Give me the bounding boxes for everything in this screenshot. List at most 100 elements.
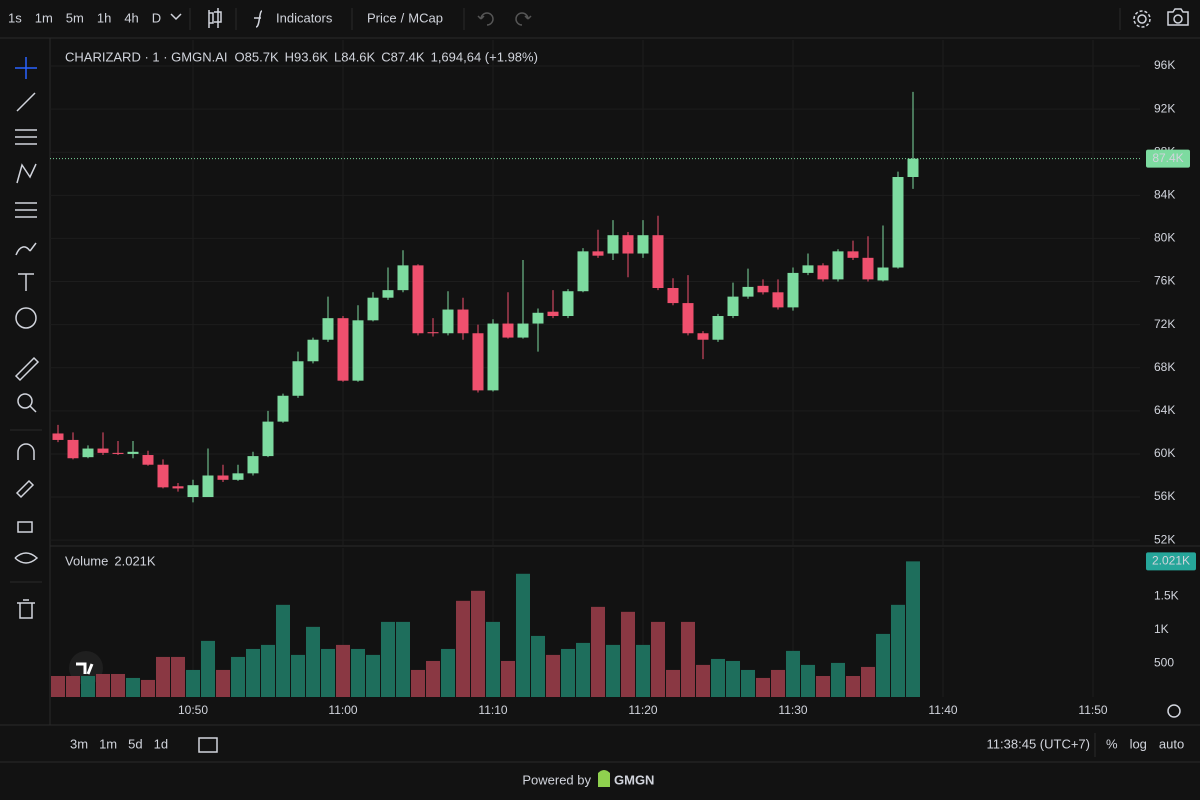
projection-tool[interactable] <box>15 202 37 218</box>
volume-bar <box>576 642 590 697</box>
legend-value: 93.6K <box>294 49 328 64</box>
volume-bar <box>291 654 305 697</box>
pattern-tool[interactable] <box>16 163 37 184</box>
volume-bar <box>381 621 395 697</box>
volume-bar <box>591 606 605 697</box>
delete-tool[interactable] <box>17 599 35 619</box>
candle-body <box>877 267 889 281</box>
interval-button[interactable]: 5m <box>66 10 84 25</box>
scale-option[interactable]: log <box>1130 736 1147 751</box>
axis-settings[interactable] <box>1167 704 1181 718</box>
screenshot-lens <box>1173 14 1183 24</box>
indicators-button[interactable]: Indicators <box>276 10 333 25</box>
candle-body <box>157 464 169 488</box>
legend-key: L <box>334 49 341 64</box>
range-button[interactable]: 1m <box>99 736 117 751</box>
settings[interactable] <box>1137 14 1147 24</box>
volume-bar <box>276 604 290 697</box>
screenshot[interactable] <box>1167 8 1189 26</box>
candle-body <box>412 265 424 334</box>
interval-button[interactable]: 1h <box>97 10 111 25</box>
brand: GMGN <box>614 772 654 787</box>
volume-tick-label: 1K <box>1154 622 1169 636</box>
indicators-icon[interactable] <box>254 10 263 28</box>
volume-bar <box>891 604 905 697</box>
legend-key: C <box>381 49 390 64</box>
range-button[interactable]: 5d <box>128 736 142 751</box>
last-price-label: 87.4K <box>1152 151 1183 165</box>
volume-bar <box>141 679 155 697</box>
legend-value: 85.7K <box>245 49 279 64</box>
y-tick-label: 76K <box>1154 274 1175 288</box>
interval-button[interactable]: D <box>152 10 161 25</box>
interval-button[interactable]: 4h <box>124 10 138 25</box>
volume-bar <box>711 658 725 697</box>
volume-bar <box>696 664 710 697</box>
volume-bar <box>546 654 560 697</box>
interval-button[interactable]: 1m <box>35 10 53 25</box>
text-tool[interactable] <box>18 273 34 291</box>
price-toggle[interactable]: MCap <box>408 10 443 25</box>
x-tick-label: 11:50 <box>1078 703 1107 717</box>
undo[interactable] <box>477 12 494 26</box>
price-toggle[interactable]: / <box>401 10 405 25</box>
candle-body <box>352 320 364 381</box>
measure-tool[interactable] <box>14 356 40 382</box>
candle-body <box>142 455 154 465</box>
crosshair-tool[interactable] <box>15 57 37 79</box>
interval-dropdown[interactable] <box>170 13 182 21</box>
y-tick-label: 92K <box>1154 101 1175 115</box>
y-tick-label: 72K <box>1154 317 1175 331</box>
candle-body <box>637 235 649 254</box>
volume-bar <box>66 675 80 697</box>
y-tick-label: 52K <box>1154 532 1175 546</box>
last-price-box <box>1146 149 1190 168</box>
brush-tool[interactable] <box>15 242 37 256</box>
volume-tick-label: 1.5K <box>1154 588 1179 602</box>
visibility-tool[interactable] <box>14 552 39 564</box>
fib-tool[interactable] <box>15 129 37 145</box>
lock-drawing-tool[interactable] <box>15 479 35 499</box>
range-button[interactable]: 3m <box>70 736 88 751</box>
date-range-icon[interactable] <box>198 737 218 753</box>
candle-body <box>202 475 214 498</box>
interval-button[interactable]: 1s <box>8 10 22 25</box>
volume-bar <box>471 590 485 697</box>
candle-body <box>277 395 289 422</box>
magnet-tool[interactable] <box>17 443 35 460</box>
range-button[interactable]: 1d <box>154 736 168 751</box>
volume-bar <box>771 669 785 697</box>
candle-body <box>67 439 79 459</box>
candle-body <box>262 421 274 457</box>
candle-body <box>697 333 709 340</box>
candle-body <box>187 485 199 498</box>
chart-type-icon[interactable] <box>208 8 222 28</box>
y-tick-label: 68K <box>1154 360 1175 374</box>
gmgn-logo <box>598 770 610 787</box>
candle-body <box>322 318 334 340</box>
scale-option[interactable]: auto <box>1159 736 1184 751</box>
last-volume-box <box>1146 552 1196 571</box>
candle-body <box>487 323 499 391</box>
emoji-tool[interactable] <box>15 307 37 329</box>
trend-line-tool[interactable] <box>16 92 36 112</box>
volume-bar <box>786 650 800 697</box>
scale-option[interactable]: % <box>1106 736 1118 751</box>
candle-body <box>652 235 664 288</box>
price-toggle[interactable]: Price <box>367 10 397 25</box>
candle-body <box>742 286 754 297</box>
candle-body <box>607 235 619 254</box>
candle-body <box>757 285 769 293</box>
candle-body <box>52 433 64 440</box>
volume-bar <box>111 673 125 697</box>
volume-bar <box>81 675 95 697</box>
powered-by: Powered by <box>522 772 591 787</box>
zoom-tool[interactable] <box>17 393 33 409</box>
zoom-handle <box>29 405 37 413</box>
candle-body <box>802 265 814 273</box>
candle-body <box>82 448 94 458</box>
redo[interactable] <box>515 12 532 26</box>
lock-tool[interactable] <box>17 521 33 533</box>
clock: 11:38:45 (UTC+7) <box>987 736 1090 751</box>
